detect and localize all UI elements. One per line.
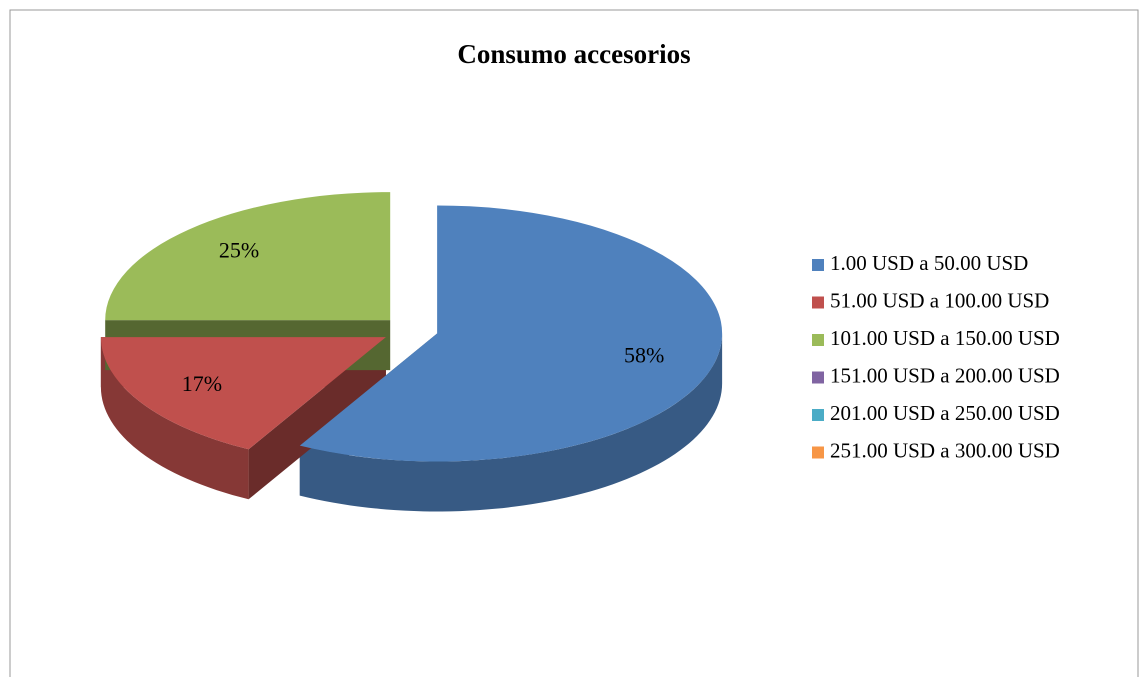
slice xyxy=(100,337,386,450)
legend-label: 101.00 USD a 150.00 USD xyxy=(830,326,1060,350)
legend-label: 201.00 USD a 250.00 USD xyxy=(830,401,1060,425)
legend-swatch xyxy=(812,296,824,309)
slice xyxy=(299,205,723,462)
legend-swatch xyxy=(812,371,824,384)
slice xyxy=(105,192,391,321)
chart-title: Consumo accesorios xyxy=(457,39,690,69)
data-label: 17% xyxy=(182,371,222,396)
legend-label: 1.00 USD a 50.00 USD xyxy=(830,251,1028,275)
slice-side xyxy=(100,337,249,500)
pie-tops xyxy=(100,192,723,462)
legend-swatch xyxy=(812,446,824,459)
frame xyxy=(9,9,1139,677)
data-label: 58% xyxy=(624,342,664,367)
slice-side xyxy=(299,333,723,512)
legend-label: 151.00 USD a 200.00 USD xyxy=(830,363,1060,387)
data-label: 25% xyxy=(219,237,259,262)
legend-swatch xyxy=(812,334,824,346)
legend-swatch xyxy=(812,409,824,421)
legend-label: 251.00 USD a 300.00 USD xyxy=(830,438,1060,462)
legend-label: 51.00 USD a 100.00 USD xyxy=(830,288,1049,312)
legend-swatch xyxy=(812,259,824,271)
